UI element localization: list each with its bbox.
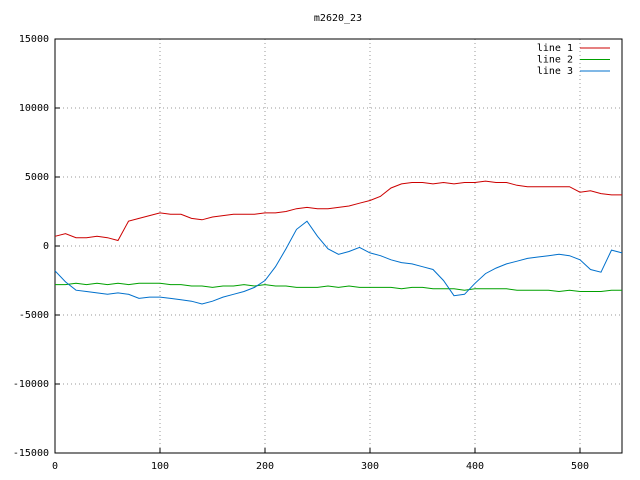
y-tick-label: 5000 (25, 172, 49, 183)
series-line (54, 220, 623, 305)
y-tick-label: 0 (43, 241, 49, 252)
x-tick-label: 400 (466, 461, 484, 472)
legend-label: line 2 (537, 55, 573, 66)
series-line (54, 180, 622, 242)
x-tick-label: 200 (256, 461, 274, 472)
chart-title: m2620_23 (314, 13, 362, 24)
y-tick-label: 15000 (19, 34, 49, 45)
y-tick-label: 10000 (19, 103, 49, 114)
x-tick-label: 500 (571, 461, 589, 472)
x-tick-label: 0 (52, 461, 58, 472)
legend-label: line 1 (537, 43, 573, 54)
plot-border (54, 38, 623, 454)
series-line (55, 282, 622, 293)
y-tick-label: -15000 (13, 448, 49, 459)
x-tick-label: 300 (361, 461, 379, 472)
y-tick-label: -10000 (13, 379, 49, 390)
legend-label: line 3 (537, 66, 573, 77)
y-tick-label: -5000 (19, 310, 49, 321)
x-tick-label: 100 (151, 461, 169, 472)
